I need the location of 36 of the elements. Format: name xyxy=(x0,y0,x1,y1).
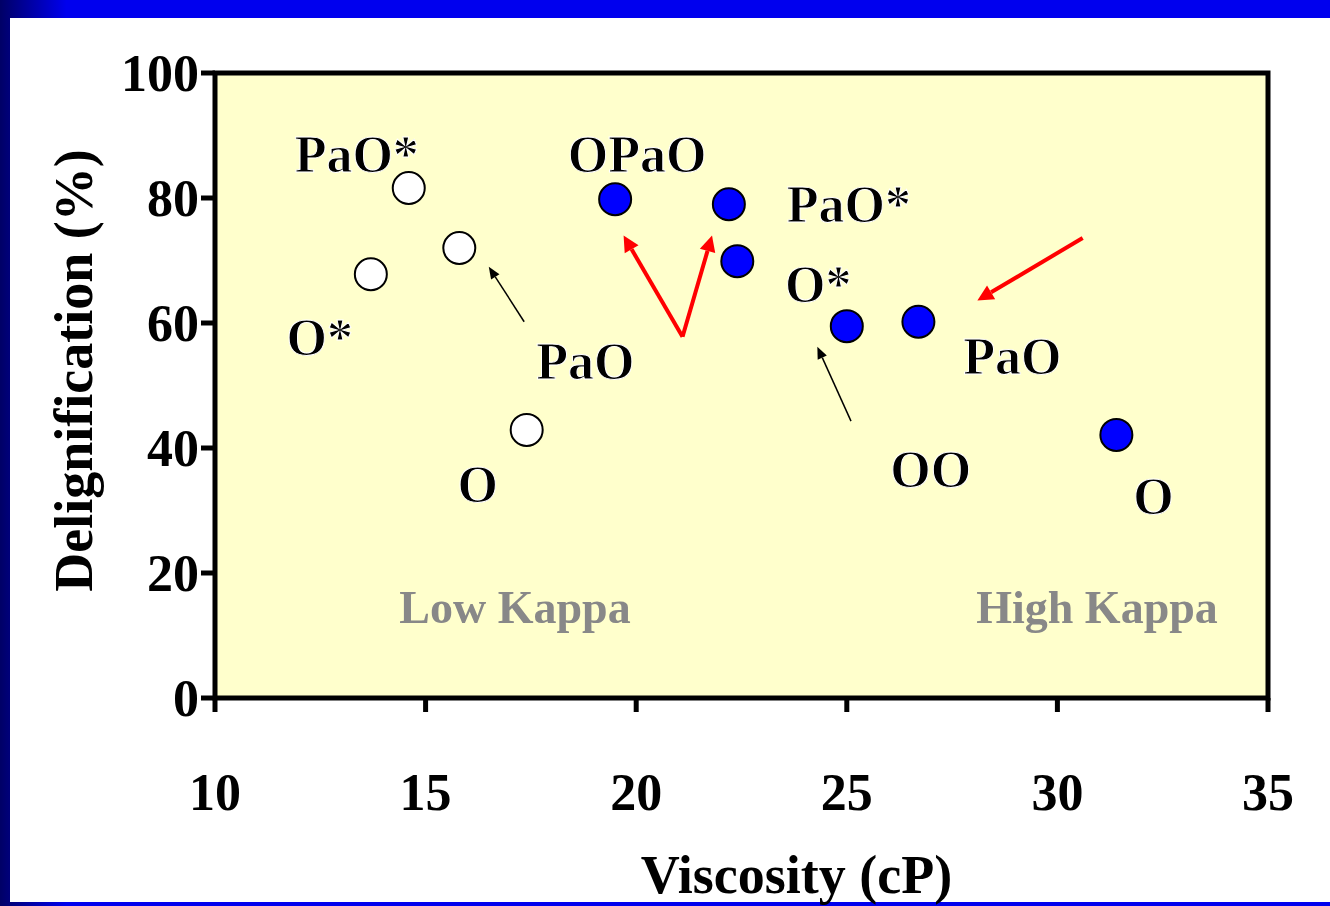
x-tick-label: 10 xyxy=(189,764,241,821)
point xyxy=(829,309,864,344)
x-tick-label: 20 xyxy=(610,764,663,821)
annotation: OPaO xyxy=(567,126,707,184)
annotation: O* xyxy=(785,256,852,314)
annotation: Low Kappa xyxy=(399,582,631,633)
point xyxy=(391,171,426,205)
y-tick-label: 100 xyxy=(121,45,199,102)
annotation: OO xyxy=(890,441,972,499)
y-tick-label: 20 xyxy=(147,545,199,602)
point xyxy=(711,187,746,222)
x-axis-title: Viscosity (cP) xyxy=(640,845,953,905)
annotation: PaO xyxy=(536,333,635,390)
annotation: O* xyxy=(286,309,354,367)
annotation: O xyxy=(457,455,498,513)
x-tick-label: 15 xyxy=(399,764,452,821)
point xyxy=(353,257,388,292)
y-tick-label: 80 xyxy=(147,170,199,227)
x-tick-label: 30 xyxy=(1031,764,1084,821)
point xyxy=(901,304,936,339)
point xyxy=(1099,417,1134,452)
annotation: O xyxy=(1133,467,1174,525)
y-axis-title: Delignification (%) xyxy=(44,149,104,592)
point xyxy=(442,231,477,265)
x-tick-label: 25 xyxy=(820,764,873,821)
x-tick-label: 35 xyxy=(1242,764,1294,821)
annotation: High Kappa xyxy=(976,582,1218,633)
point xyxy=(509,412,544,447)
point xyxy=(720,244,755,279)
y-tick-label: 40 xyxy=(147,420,199,477)
y-tick-label: 0 xyxy=(173,670,199,727)
y-tick-label: 60 xyxy=(147,295,199,352)
point xyxy=(598,182,633,217)
annotation: PaO* xyxy=(786,176,911,234)
annotation: PaO* xyxy=(294,126,419,183)
annotation: PaO xyxy=(963,327,1062,385)
